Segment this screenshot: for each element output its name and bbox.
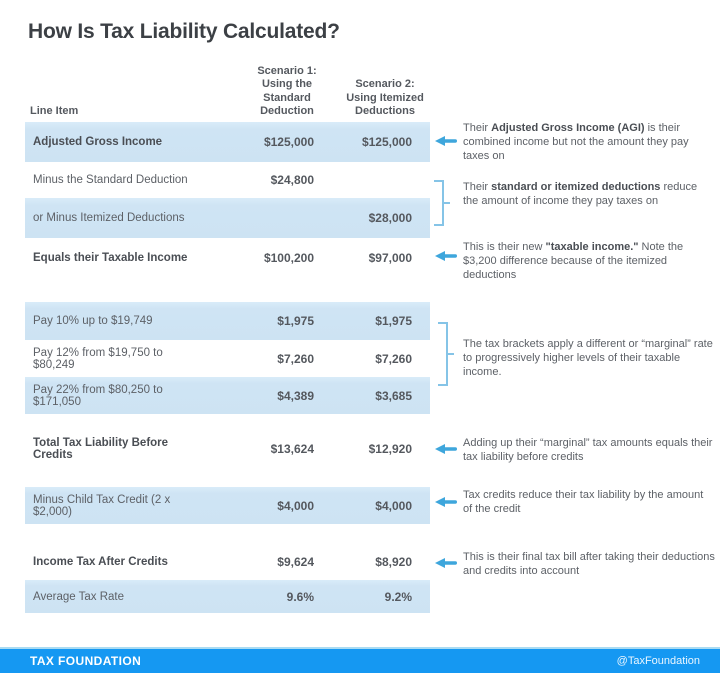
annotation-text-bold: Adjusted Gross Income (AGI) <box>491 122 645 134</box>
left-arrow-icon <box>435 136 457 146</box>
row-value-s1: $9,624 <box>277 555 314 569</box>
row-value-s2: $12,920 <box>368 441 412 456</box>
annotation-final-bill: This is their final tax bill after takin… <box>463 551 715 579</box>
annotation-tax-brackets: The tax brackets apply a different or “m… <box>463 338 715 380</box>
row-value-s1: $24,800 <box>270 173 314 187</box>
row-value-s2: $4,000 <box>375 498 412 513</box>
table-row-agi: Adjusted Gross Income $125,000 $125,000 <box>25 122 430 162</box>
row-value-s2: $7,260 <box>375 351 412 366</box>
row-value-s1: $4,000 <box>277 498 314 513</box>
row-label: Pay 22% from $80,250 to $171,050 <box>33 383 163 408</box>
bracket-icon <box>434 180 450 226</box>
row-value-s2: 9.2% <box>384 589 412 604</box>
left-arrow-icon <box>435 251 457 261</box>
annotation-text: Their <box>463 122 492 134</box>
row-value-s2: $28,000 <box>368 211 412 225</box>
row-value-s1: $125,000 <box>263 135 314 149</box>
annotation-text-bold: "taxable income." <box>545 241 639 253</box>
row-label: Pay 10% up to $19,749 <box>33 315 153 327</box>
table-row-taxable-income: Equals their Taxable Income $100,200 $97… <box>25 238 430 278</box>
bracket-icon <box>438 322 454 386</box>
annotation-text: Their <box>463 181 492 193</box>
row-label: Minus the Standard Deduction <box>33 174 188 186</box>
row-label: or Minus Itemized Deductions <box>33 212 185 224</box>
annotation-text: Adding up their “marginal” tax amounts e… <box>463 437 713 463</box>
table-row-itemized-deductions: or Minus Itemized Deductions $28,000 <box>25 198 430 238</box>
row-value-s1: $13,624 <box>270 441 314 456</box>
brand-name: TAX FOUNDATION <box>30 654 142 668</box>
row-value-s2: $125,000 <box>361 135 412 149</box>
table-row-total-liability: Total Tax Liability Before Credits $13,6… <box>25 430 430 467</box>
row-label: Minus Child Tax Credit (2 x $2,000) <box>33 493 171 518</box>
annotation-text: reduce the amount of income they pay tax… <box>463 181 698 207</box>
left-arrow-icon <box>435 444 457 454</box>
row-value-s1: $7,260 <box>277 351 314 366</box>
row-label: Adjusted Gross Income <box>33 136 163 148</box>
row-value-s1: 9.6% <box>286 589 314 604</box>
left-arrow-icon <box>435 497 457 507</box>
page-title: How Is Tax Liability Calculated? <box>28 20 340 43</box>
row-value-s2: $3,685 <box>375 388 412 403</box>
row-label: Total Tax Liability Before Credits <box>33 436 169 461</box>
annotation-taxable-income: This is their new "taxable income." Note… <box>463 241 715 283</box>
row-label: Equals their Taxable Income <box>33 252 188 264</box>
annotation-text: This is their new <box>463 241 546 253</box>
annotation-text: Tax credits reduce their tax liability b… <box>463 489 704 515</box>
row-label: Average Tax Rate <box>33 590 124 603</box>
table-row-bracket-22pct: Pay 22% from $80,250 to $171,050 $4,389 … <box>25 377 430 414</box>
annotation-text: The tax brackets apply a different or “m… <box>463 338 713 378</box>
row-value-s2: $8,920 <box>375 555 412 569</box>
table-row-income-tax-after-credits: Income Tax After Credits $9,624 $8,920 <box>25 544 430 580</box>
table-row-bracket-10pct: Pay 10% up to $19,749 $1,975 $1,975 <box>25 302 430 340</box>
row-value-s2: $1,975 <box>375 314 412 328</box>
annotation-tax-credits: Tax credits reduce their tax liability b… <box>463 489 715 517</box>
annotation-text: Note the $3,200 difference because of th… <box>463 241 684 281</box>
row-value-s1: $100,200 <box>263 251 314 265</box>
left-arrow-icon <box>435 558 457 568</box>
row-value-s1: $4,389 <box>277 388 314 403</box>
column-header-scenario2: Scenario 2: Using Itemized Deductions <box>346 78 424 117</box>
twitter-handle: @TaxFoundation <box>616 655 700 667</box>
table-row-bracket-12pct: Pay 12% from $19,750 to $80,249 $7,260 $… <box>25 340 430 377</box>
annotation-text-bold: standard or itemized deductions <box>491 181 661 193</box>
footer-bar: TAX FOUNDATION @TaxFoundation <box>0 647 720 673</box>
row-label: Pay 12% from $19,750 to $80,249 <box>33 346 163 371</box>
row-label: Income Tax After Credits <box>33 556 168 568</box>
column-header-line-item: Line Item <box>30 104 79 117</box>
annotation-marginal-sum: Adding up their “marginal” tax amounts e… <box>463 437 715 465</box>
table-row-average-tax-rate: Average Tax Rate 9.6% 9.2% <box>25 580 430 613</box>
annotation-agi: Their Adjusted Gross Income (AGI) is the… <box>463 122 715 164</box>
row-value-s1: $1,975 <box>277 314 314 328</box>
row-value-s2: $97,000 <box>368 251 412 265</box>
annotation-text: This is their final tax bill after takin… <box>463 551 715 577</box>
annotation-text: is their combined income but not the amo… <box>463 122 689 162</box>
annotation-deductions: Their standard or itemized deductions re… <box>463 181 715 209</box>
column-header-scenario1: Scenario 1: Using the Standard Deduction <box>257 65 317 117</box>
table-row-standard-deduction: Minus the Standard Deduction $24,800 <box>25 162 430 198</box>
table-row-child-tax-credit: Minus Child Tax Credit (2 x $2,000) $4,0… <box>25 487 430 524</box>
